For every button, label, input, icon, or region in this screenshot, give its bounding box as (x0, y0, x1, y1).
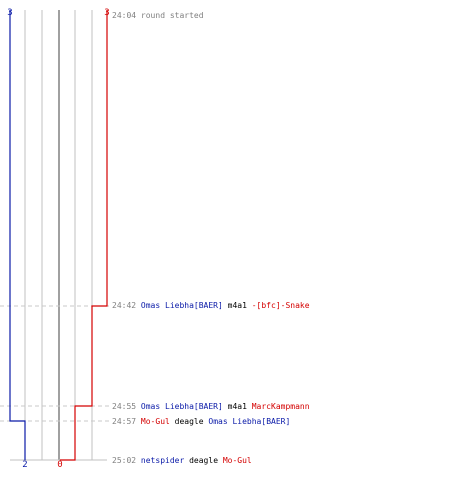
killer-name: Omas Liebha[BAER] (140, 402, 223, 411)
event-guide-lines (0, 305, 109, 422)
ct-end-count: 2 (22, 460, 27, 470)
event-text: round started (140, 11, 204, 20)
t-alive-line (60, 10, 108, 461)
event-row-kill: 24:57 Mo-Gul deagle Omas Liebha[BAER] (112, 417, 290, 427)
killer-name: Omas Liebha[BAER] (140, 301, 223, 310)
killer-name: netspider (140, 456, 185, 465)
event-time: 24:57 (112, 417, 137, 426)
event-time: 24:55 (112, 402, 137, 411)
event-time: 24:04 (112, 11, 137, 20)
t-end-count: 0 (57, 460, 62, 470)
ct-alive-line (9, 10, 26, 460)
killer-name: Mo-Gul (140, 417, 170, 426)
event-row-kill: 24:55 Omas Liebha[BAER] m4a1 MarcKampman… (112, 402, 310, 412)
weapon-name: m4a1 (227, 301, 247, 310)
event-row-kill: 25:02 netspider deagle Mo-Gul (112, 456, 252, 466)
grid-lines (10, 10, 107, 461)
victim-name: Mo-Gul (222, 456, 252, 465)
victim-name: MarcKampmann (251, 402, 310, 411)
weapon-name: deagle (189, 456, 219, 465)
event-row-kill: 24:42 Omas Liebha[BAER] m4a1 -[bfc]-Snak… (112, 301, 310, 311)
weapon-name: deagle (174, 417, 204, 426)
victim-name: -[bfc]-Snake (251, 301, 310, 310)
ct-start-count: 3 (7, 8, 12, 18)
event-time: 24:42 (112, 301, 137, 310)
event-row-round-start: 24:04 round started (112, 11, 204, 21)
event-time: 25:02 (112, 456, 137, 465)
weapon-name: m4a1 (227, 402, 247, 411)
t-start-count: 3 (104, 8, 109, 18)
victim-name: Omas Liebha[BAER] (208, 417, 291, 426)
